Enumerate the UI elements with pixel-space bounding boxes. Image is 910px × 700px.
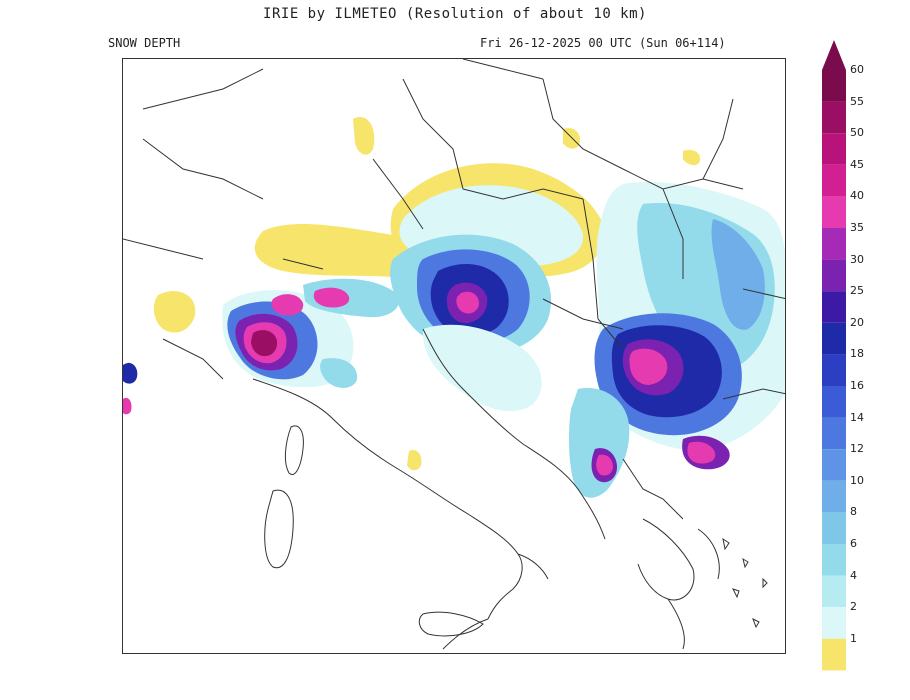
snow-field-layer	[123, 117, 785, 498]
border-line	[372, 59, 785, 520]
colorbar-tick-label: 30	[850, 252, 864, 266]
colorbar-swatch	[822, 164, 846, 197]
colorbar-swatch	[822, 575, 846, 608]
colorbar-swatch	[822, 196, 846, 228]
snow-area-patch	[123, 362, 138, 384]
colorbar-swatch	[822, 607, 846, 639]
adriatic-east-coast	[422, 328, 606, 540]
variable-label: SNOW DEPTH	[108, 36, 181, 50]
colorbar-swatch	[822, 449, 846, 481]
colorbar-top-arrow	[822, 40, 846, 70]
colorbar-swatch	[822, 70, 846, 102]
colorbar-swatch	[822, 480, 846, 513]
colorbar-swatch	[822, 512, 846, 544]
snow-area-alps-upper	[271, 294, 304, 316]
snow-area-croatia	[422, 324, 542, 412]
greece-coast	[637, 518, 720, 650]
forecast-map	[122, 58, 786, 654]
colorbar-tick-label: 35	[850, 221, 864, 234]
map-title: IRIE by ILMETEO (Resolution of about 10 …	[263, 6, 647, 22]
snow-depth-map-svg	[123, 59, 785, 650]
colorbar-tick-label: 10	[850, 473, 864, 487]
colorbar-tick-label: 25	[850, 284, 864, 298]
colorbar-tick-label: 12	[850, 442, 864, 456]
aegean-islands	[722, 537, 768, 629]
colorbar-swatch	[822, 228, 846, 260]
colorbar-swatch	[822, 322, 846, 355]
snow-area-patch	[123, 397, 132, 415]
colorbar-swatch	[822, 544, 846, 576]
color-scale-legend	[822, 40, 846, 671]
sicily	[418, 611, 484, 637]
snow-area-patch	[407, 449, 422, 471]
colorbar-tick-label: 4	[850, 568, 857, 582]
snow-area-patch	[683, 149, 701, 166]
colorbar-tick-label: 60	[850, 63, 864, 76]
colorbar-tick-label: 16	[850, 379, 864, 392]
colorbar-swatch	[822, 386, 846, 418]
colorbar-tick-label: 14	[850, 410, 864, 424]
corsica-sardinia	[264, 425, 304, 569]
colorbar-swatch	[822, 638, 846, 671]
colorbar-swatch	[822, 417, 846, 450]
colorbar-swatch	[822, 133, 846, 165]
snow-area-balkans-south	[568, 388, 630, 498]
colorbar-swatch	[822, 354, 846, 386]
snow-area-patch	[320, 358, 358, 388]
colorbar-tick-label: 1	[850, 631, 857, 645]
colorbar-swatch	[822, 259, 846, 292]
colorbar-tick-label: 55	[850, 94, 864, 108]
italy-coastline	[252, 378, 549, 650]
colorbar-tick-label: 40	[850, 189, 864, 203]
snow-area-patch	[153, 291, 196, 333]
snow-area-patch	[353, 117, 375, 155]
colorbar-tick-label: 8	[850, 505, 857, 519]
colorbar-tick-label: 50	[850, 126, 864, 140]
colorbar-tick-label: 45	[850, 157, 864, 171]
colorbar-swatch	[822, 291, 846, 323]
colorbar-tick-label: 6	[850, 537, 857, 550]
run-info-label: Fri 26-12-2025 00 UTC (Sun 06+114)	[480, 36, 726, 50]
colorbar-swatch	[822, 101, 846, 134]
colorbar-tick-label: 20	[850, 315, 864, 329]
colorbar-tick-label: 2	[850, 600, 857, 614]
colorbar-tick-label: 18	[850, 347, 864, 361]
coastline-border-layer	[123, 59, 785, 650]
border-line	[123, 68, 324, 380]
